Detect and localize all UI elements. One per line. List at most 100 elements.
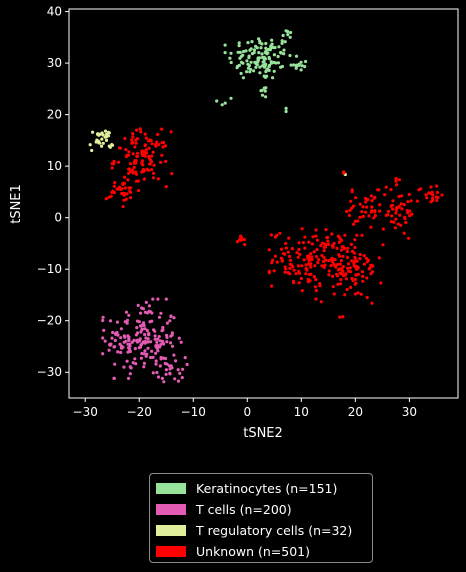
point-unknown — [364, 196, 368, 201]
point-keratinocytes — [267, 68, 271, 72]
point-keratinocytes — [250, 40, 254, 44]
point-unknown — [324, 258, 328, 262]
point-t-cells — [159, 311, 163, 315]
point-t-regulatory-cells — [97, 140, 101, 144]
point-keratinocytes — [241, 76, 245, 80]
point-unknown — [135, 128, 139, 132]
point-unknown — [144, 136, 148, 140]
point-unknown — [381, 243, 385, 247]
point-unknown — [128, 196, 133, 200]
point-unknown — [297, 269, 301, 273]
point-t-regulatory-cells — [103, 129, 108, 133]
point-keratinocytes — [271, 76, 275, 80]
point-unknown — [128, 189, 132, 193]
point-t-cells — [156, 337, 160, 341]
point-t-cells — [165, 335, 169, 340]
point-unknown — [150, 142, 154, 146]
point-unknown — [161, 145, 165, 149]
point-unknown — [440, 193, 444, 197]
point-unknown — [322, 265, 326, 270]
point-t-cells — [122, 340, 126, 344]
point-t-cells — [125, 359, 129, 363]
point-unknown — [243, 243, 247, 247]
point-unknown — [273, 254, 277, 258]
point-t-cells — [138, 337, 142, 341]
point-unknown — [361, 214, 365, 219]
point-unknown — [336, 282, 340, 286]
point-keratinocytes — [223, 43, 227, 47]
point-unknown — [399, 202, 403, 206]
point-keratinocytes — [260, 42, 264, 46]
point-unknown — [147, 156, 151, 160]
point-unknown — [299, 276, 303, 281]
point-keratinocytes — [260, 55, 265, 60]
point-unknown — [303, 246, 307, 250]
point-unknown — [435, 184, 439, 188]
point-unknown — [365, 276, 369, 280]
point-unknown — [157, 142, 161, 147]
point-keratinocytes — [270, 38, 274, 42]
point-unknown — [346, 262, 351, 266]
point-unknown — [270, 284, 274, 288]
point-unknown — [337, 240, 341, 244]
point-keratinocytes — [267, 57, 271, 61]
point-unknown — [329, 264, 333, 268]
point-unknown — [360, 270, 364, 274]
point-unknown — [362, 254, 366, 258]
x-tick-label: −10 — [181, 405, 206, 419]
point-unknown — [367, 214, 371, 218]
point-unknown — [139, 130, 143, 134]
point-unknown — [314, 234, 318, 238]
point-t-cells — [144, 300, 148, 304]
x-tick-label: −30 — [73, 405, 98, 419]
point-unknown — [284, 246, 288, 250]
point-unknown — [140, 159, 145, 163]
point-unknown — [362, 262, 367, 266]
point-unknown — [371, 264, 375, 268]
point-t-cells — [168, 319, 172, 323]
point-unknown — [300, 289, 304, 293]
point-unknown — [322, 245, 326, 249]
point-keratinocytes — [246, 62, 250, 66]
point-t-cells — [164, 368, 168, 372]
point-unknown — [118, 146, 122, 150]
point-unknown — [352, 204, 356, 208]
point-unknown — [122, 193, 126, 197]
point-unknown — [318, 282, 322, 286]
point-keratinocytes — [248, 48, 252, 52]
point-unknown — [435, 198, 439, 202]
point-unknown — [354, 196, 358, 200]
point-keratinocytes — [283, 40, 287, 44]
point-t-cells — [102, 328, 106, 332]
point-unknown — [400, 207, 404, 211]
point-unknown — [138, 127, 142, 131]
point-keratinocytes — [258, 65, 262, 69]
legend-item: Unknown (n=501) — [156, 541, 372, 562]
point-t-cells — [126, 376, 131, 380]
point-t-cells — [135, 326, 139, 330]
point-t-cells — [116, 350, 120, 354]
point-unknown — [134, 141, 138, 145]
point-t-cells — [165, 340, 169, 344]
point-t-cells — [170, 344, 175, 348]
point-unknown — [326, 242, 331, 246]
point-unknown — [137, 189, 141, 193]
point-keratinocytes — [228, 56, 232, 60]
point-unknown — [394, 217, 398, 221]
point-unknown — [267, 269, 271, 273]
point-keratinocytes — [263, 64, 267, 68]
point-unknown — [378, 209, 382, 213]
point-t-cells — [150, 349, 154, 353]
point-t-cells — [161, 328, 165, 332]
point-unknown — [338, 262, 342, 266]
point-unknown — [291, 265, 295, 269]
point-unknown — [291, 279, 296, 283]
point-keratinocytes — [264, 49, 268, 53]
point-unknown — [394, 208, 398, 212]
point-t-cells — [154, 362, 158, 366]
point-keratinocytes — [246, 66, 250, 70]
point-t-cells — [143, 310, 147, 314]
point-t-regulatory-cells — [90, 148, 94, 153]
point-keratinocytes — [264, 95, 268, 99]
point-unknown — [156, 177, 160, 181]
